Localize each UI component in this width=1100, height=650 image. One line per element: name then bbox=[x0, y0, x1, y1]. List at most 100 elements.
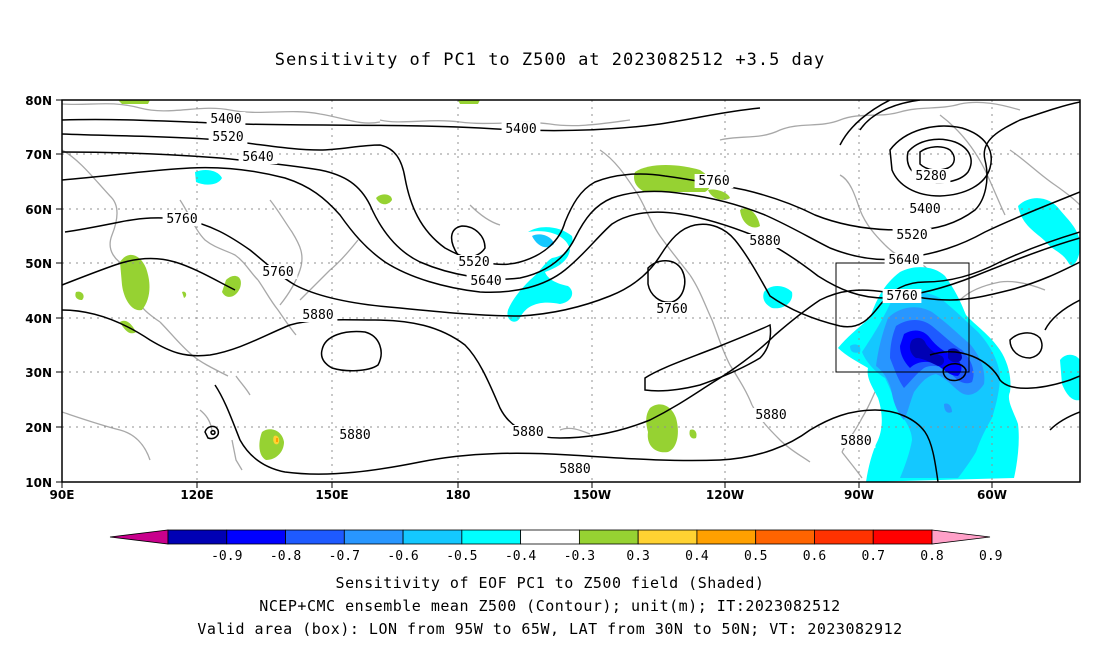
contour-label-bg bbox=[882, 289, 922, 303]
contour-label-bg bbox=[751, 408, 791, 422]
colorbar-swatch bbox=[637, 529, 698, 545]
caption-valid-area: Valid area (box): LON from 95W to 65W, L… bbox=[197, 620, 903, 638]
lat-label: 50N bbox=[25, 257, 52, 271]
lat-label: 20N bbox=[25, 421, 52, 435]
contour-label-bg bbox=[508, 425, 548, 439]
contour-label-bg bbox=[298, 308, 338, 322]
colorbar-swatch bbox=[343, 529, 404, 545]
contour-label: 5520 bbox=[212, 130, 243, 145]
colorbar-label: -0.7 bbox=[329, 549, 360, 564]
contour-label: 5760 bbox=[656, 302, 687, 317]
lon-label: 150E bbox=[315, 488, 348, 502]
contour-label: 5640 bbox=[470, 274, 501, 289]
sensitivity-shading bbox=[75, 100, 1080, 482]
colorbar-label: -0.9 bbox=[211, 549, 242, 564]
colorbar-swatch bbox=[402, 529, 463, 545]
lon-label: 180 bbox=[445, 488, 470, 502]
contour-label: 5520 bbox=[458, 255, 489, 270]
colorbar-label: 0.9 bbox=[979, 549, 1002, 564]
colorbar-swatch bbox=[755, 529, 815, 545]
lon-label: 150W bbox=[573, 488, 611, 502]
contour-label: 5640 bbox=[242, 150, 273, 165]
contour-label: 5880 bbox=[749, 234, 780, 249]
contour-label: 5880 bbox=[512, 425, 543, 440]
lat-label: 10N bbox=[25, 476, 52, 490]
contour-label: 5880 bbox=[559, 462, 590, 477]
coastlines bbox=[62, 101, 1080, 479]
colorbar-label: -0.5 bbox=[446, 549, 477, 564]
colorbar-label: -0.3 bbox=[564, 549, 595, 564]
colorbar-swatch bbox=[461, 529, 522, 545]
colorbar: -0.9 -0.8 -0.7 -0.6 -0.5 -0.4 -0.3 0.3 0.4 0.5 0.6… bbox=[109, 529, 1003, 564]
contour-label: 5880 bbox=[840, 434, 871, 449]
contour-label-bg bbox=[555, 462, 595, 476]
contour-label-bg bbox=[911, 169, 951, 183]
lat-axis-labels: 10N 20N 30N 40N 50N 60N 70N 80N bbox=[25, 94, 52, 490]
colorbar-swatch bbox=[226, 529, 286, 545]
contour-label-bg bbox=[208, 130, 248, 144]
contour-labels: 5400 5400 5520 5640 5760 5760 5880 5520 5640 5760… bbox=[162, 112, 951, 477]
contour-label-bg bbox=[501, 122, 541, 136]
contour-label-bg bbox=[238, 150, 278, 164]
contour-label: 5760 bbox=[886, 289, 917, 304]
lon-label: 120W bbox=[706, 488, 744, 502]
contour-label-bg bbox=[884, 253, 924, 267]
colorbar-label: 0.6 bbox=[803, 549, 826, 564]
colorbar-swatch bbox=[167, 529, 228, 545]
contour-label: 5400 bbox=[909, 202, 940, 217]
contour-label-bg bbox=[454, 255, 494, 269]
contour-label-bg bbox=[258, 265, 298, 279]
contour-label-bg bbox=[905, 202, 945, 216]
colorbar-swatch bbox=[696, 529, 757, 545]
colorbar-label: 0.5 bbox=[744, 549, 767, 564]
colorbar-label: -0.4 bbox=[505, 549, 536, 564]
contour-label-bg bbox=[206, 112, 246, 126]
contour-label: 5520 bbox=[896, 228, 927, 243]
contour-label-bg bbox=[836, 434, 876, 448]
colorbar-high-arrow bbox=[931, 529, 991, 545]
colorbar-swatch bbox=[285, 529, 345, 545]
contour-label: 5880 bbox=[339, 428, 370, 443]
axis-ticks bbox=[56, 99, 993, 488]
lat-label: 30N bbox=[25, 366, 52, 380]
caption-shaded: Sensitivity of EOF PC1 to Z500 field (Sh… bbox=[335, 574, 765, 592]
contour-label-bg bbox=[652, 302, 692, 316]
contour-label-bg bbox=[162, 212, 202, 226]
contour-label-bg bbox=[466, 274, 506, 288]
lon-label: 60W bbox=[977, 488, 1007, 502]
contour-label: 5400 bbox=[210, 112, 241, 127]
colorbar-label: 0.3 bbox=[626, 549, 649, 564]
contour-label: 5400 bbox=[505, 122, 536, 137]
colorbar-label: 0.7 bbox=[861, 549, 884, 564]
contour-label: 5760 bbox=[698, 174, 729, 189]
map-title: Sensitivity of PC1 to Z500 at 2023082512… bbox=[274, 50, 826, 70]
colorbar-label: 0.4 bbox=[685, 549, 709, 564]
contour-label: 5640 bbox=[888, 253, 919, 268]
colorbar-low-arrow bbox=[109, 529, 169, 545]
caption-contour: NCEP+CMC ensemble mean Z500 (Contour); u… bbox=[259, 597, 841, 615]
lon-axis-labels: 90E 120E 150E 180 150W 120W 90W 60W bbox=[50, 488, 1007, 502]
contour-label: 5760 bbox=[262, 265, 293, 280]
lat-label: 60N bbox=[25, 203, 52, 217]
colorbar-swatch bbox=[872, 529, 933, 545]
colorbar-label: -0.8 bbox=[270, 549, 301, 564]
colorbar-label: -0.6 bbox=[387, 549, 418, 564]
colorbar-swatch bbox=[814, 529, 874, 545]
contour-label: 5760 bbox=[166, 212, 197, 227]
colorbar-swatch bbox=[578, 529, 639, 545]
lat-label: 80N bbox=[25, 94, 52, 108]
contour-label: 5880 bbox=[302, 308, 333, 323]
colorbar-swatch bbox=[520, 529, 580, 545]
contour-label-bg bbox=[745, 234, 785, 248]
contour-label: 5280 bbox=[915, 169, 946, 184]
lon-label: 90W bbox=[844, 488, 874, 502]
colorbar-label: 0.8 bbox=[920, 549, 943, 564]
lon-label: 90E bbox=[50, 488, 75, 502]
contour-label: 5880 bbox=[755, 408, 786, 423]
contour-label-bg bbox=[892, 228, 932, 242]
contour-label-bg bbox=[694, 174, 734, 188]
lat-label: 70N bbox=[25, 148, 52, 162]
map-frame bbox=[61, 99, 1081, 483]
lat-label: 40N bbox=[25, 312, 52, 326]
